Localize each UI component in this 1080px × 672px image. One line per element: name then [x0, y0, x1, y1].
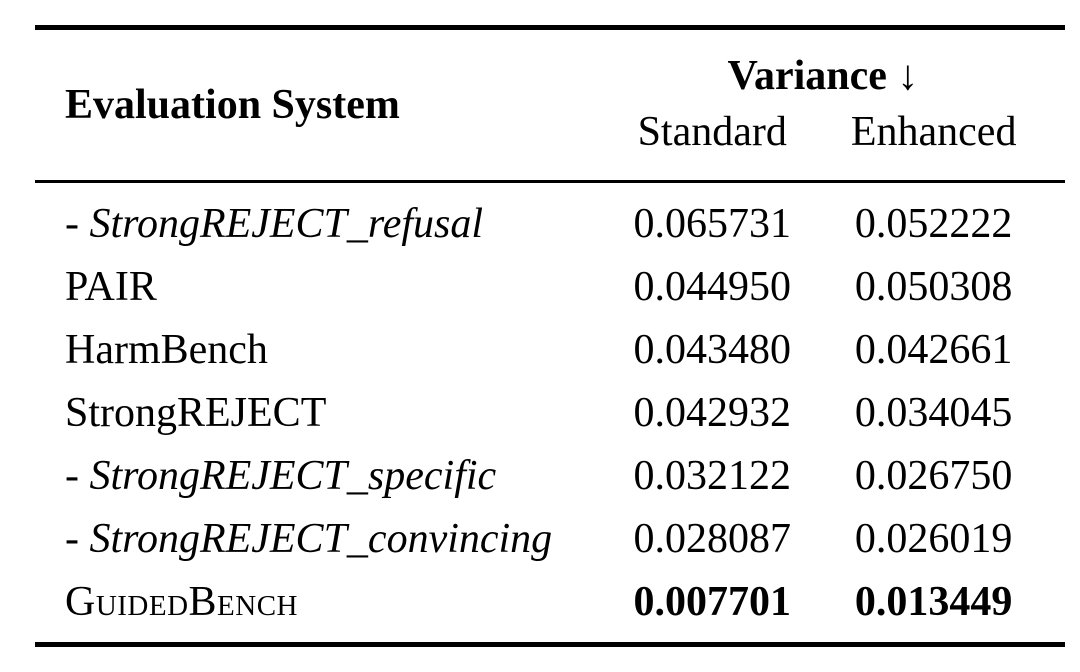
table-row: GuidedBench 0.007701 0.013449: [35, 571, 1065, 634]
variance-header-label: Variance: [727, 53, 887, 99]
header-cell-evaluation-system: Evaluation System: [35, 30, 602, 180]
table-mid-rule: [35, 180, 1065, 183]
row-label: HarmBench: [65, 327, 268, 373]
row-label: StrongREJECT: [65, 390, 327, 436]
evaluation-system-header-label: Evaluation System: [65, 82, 400, 128]
row-label: - StrongREJECT_refusal: [65, 201, 484, 247]
row-label: - StrongREJECT_specific: [65, 453, 497, 499]
down-arrow-icon: ↓: [897, 53, 919, 99]
row-label: GuidedBench: [65, 579, 298, 625]
table-row: HarmBench 0.043480 0.042661: [35, 319, 1065, 382]
standard-value: 0.032122: [633, 453, 791, 499]
standard-column-header: Standard: [637, 109, 787, 155]
variance-table: Evaluation System Variance ↓ Standard En…: [35, 25, 1065, 647]
table-body: - StrongREJECT_refusal 0.065731 0.052222…: [35, 183, 1065, 642]
table-row: PAIR 0.044950 0.050308: [35, 256, 1065, 319]
enhanced-value: 0.026019: [854, 516, 1013, 562]
variance-group-header: Variance ↓: [602, 52, 1045, 100]
table-row: - StrongREJECT_refusal 0.065731 0.052222: [35, 193, 1065, 256]
row-label: PAIR: [65, 264, 157, 310]
enhanced-value: 0.013449: [854, 579, 1013, 625]
row-label: - StrongREJECT_convincing: [65, 516, 553, 562]
table-header: Evaluation System Variance ↓ Standard En…: [35, 30, 1065, 180]
standard-value: 0.042932: [633, 390, 791, 436]
table-top-rule: [35, 25, 1065, 30]
table-row: - StrongREJECT_specific 0.032122 0.02675…: [35, 445, 1065, 508]
enhanced-value: 0.050308: [854, 264, 1013, 310]
standard-value: 0.065731: [633, 201, 791, 247]
enhanced-value: 0.042661: [854, 327, 1013, 373]
enhanced-value: 0.052222: [854, 201, 1013, 247]
standard-value: 0.007701: [633, 579, 791, 625]
standard-value: 0.043480: [633, 327, 791, 373]
enhanced-column-header: Enhanced: [850, 109, 1017, 155]
variance-column-group: Variance ↓ Standard Enhanced: [602, 30, 1045, 180]
enhanced-value: 0.034045: [854, 390, 1013, 436]
enhanced-value: 0.026750: [854, 453, 1013, 499]
table-row: - StrongREJECT_convincing 0.028087 0.026…: [35, 508, 1065, 571]
table-bottom-rule: [35, 642, 1065, 647]
standard-value: 0.028087: [633, 516, 791, 562]
table-row: StrongREJECT 0.042932 0.034045: [35, 382, 1065, 445]
variance-subheaders: Standard Enhanced: [602, 108, 1045, 156]
standard-value: 0.044950: [633, 264, 791, 310]
